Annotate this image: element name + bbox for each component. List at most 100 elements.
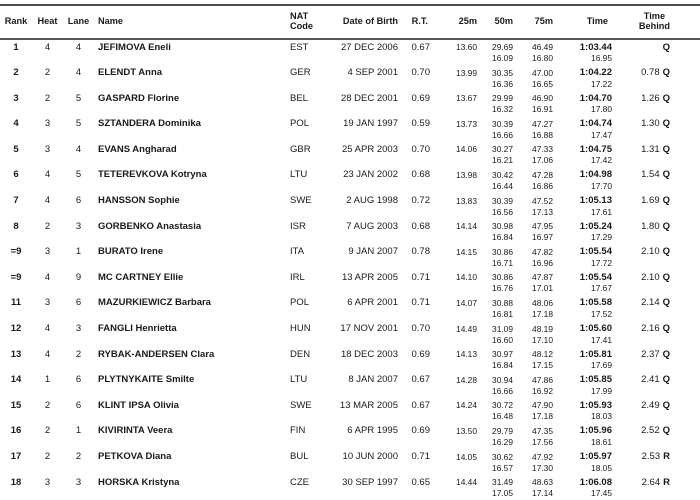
time-behind-value: 2.16 — [641, 323, 660, 335]
time-behind-cell: 2.16 Q — [614, 323, 672, 335]
lane-cell: 4 — [75, 143, 82, 155]
qualification-flag: Q — [662, 92, 670, 104]
table-row: 1 4 4 JEFIMOVA Eneli EST 27 DEC 2006 0.6… — [0, 40, 700, 66]
split-50m-cell: 30.42 — [492, 169, 513, 180]
nat-code-cell: IRL — [290, 271, 305, 283]
row-main-line: 2 2 4 ELENDT Anna GER 4 SEP 2001 0.70 13… — [0, 67, 700, 79]
time-behind-cell: 2.14 Q — [614, 298, 672, 309]
qualification-flag: Q — [662, 374, 670, 386]
table-row: 18 3 3 HORSKA Kristyna CZE 30 SEP 1997 0… — [0, 475, 700, 500]
time-behind-cell: 1.80 Q — [614, 221, 672, 233]
time-behind-cell: 2.41 Q — [614, 374, 672, 386]
qualification-flag: Q — [662, 41, 670, 53]
lap-75m-cell: 16.97 — [532, 232, 553, 243]
time-behind-cell: 0.78 Q — [614, 67, 672, 79]
table-row: =9 3 1 BURATO Irene ITA 9 JAN 2007 0.78 … — [0, 245, 700, 271]
rank-cell: 7 — [13, 195, 19, 207]
lane-cell: 6 — [75, 297, 82, 309]
time-behind-value: 1.26 — [641, 92, 660, 104]
column-header-time: Time — [586, 16, 608, 27]
lap-50m-cell: 16.29 — [492, 436, 513, 447]
reaction-time-cell: 0.72 — [411, 195, 431, 207]
lap-last-cell: 17.72 — [591, 257, 612, 268]
row-lap-splits-line: 16.09 16.80 16.95 — [0, 53, 700, 64]
table-row: 5 3 4 EVANS Angharad GBR 25 APR 2003 0.7… — [0, 142, 700, 168]
lane-cell: 1 — [75, 246, 82, 258]
row-lap-splits-line: 16.29 17.56 18.61 — [0, 436, 700, 447]
row-main-line: 3 2 5 GASPARD Florine BEL 28 DEC 2001 0.… — [0, 92, 700, 105]
column-header-name: Name — [98, 16, 124, 27]
reaction-time-cell: 0.67 — [411, 41, 431, 53]
final-time-cell: 1:05.97 — [579, 451, 612, 462]
final-time-cell: 1:04.70 — [579, 92, 612, 104]
lap-75m-cell: 16.88 — [532, 129, 553, 140]
time-behind-value: 2.10 — [641, 246, 660, 258]
swimmer-name-cell: KIVIRINTA Veera — [98, 425, 173, 437]
lap-75m-cell: 17.13 — [532, 206, 553, 217]
lap-75m-cell: 17.15 — [532, 360, 553, 371]
rank-cell: 2 — [13, 67, 19, 79]
row-lap-splits-line: 17.05 17.14 17.45 — [0, 489, 700, 499]
date-of-birth-cell: 30 SEP 1997 — [342, 476, 398, 488]
split-50m-cell: 30.39 — [492, 195, 513, 206]
lap-50m-cell: 16.09 — [492, 53, 513, 63]
column-header-time-behind: Time Behind — [614, 11, 672, 32]
split-25m-cell: 14.05 — [456, 451, 477, 462]
time-behind-cell: 1.54 Q — [614, 170, 672, 181]
final-time-cell: 1:03.44 — [579, 41, 612, 53]
lap-last-cell: 17.52 — [591, 308, 612, 319]
rank-cell: 12 — [10, 323, 22, 335]
row-main-line: 12 4 3 FANGLI Henrietta HUN 17 NOV 2001 … — [0, 323, 700, 335]
heat-cell: 3 — [44, 297, 51, 309]
reaction-time-cell: 0.68 — [411, 169, 431, 181]
table-row: 6 4 5 TETEREVKOVA Kotryna LTU 23 JAN 200… — [0, 168, 700, 194]
column-header-25m: 25m — [458, 16, 477, 27]
date-of-birth-cell: 17 NOV 2001 — [340, 323, 398, 335]
heat-cell: 2 — [44, 67, 51, 79]
time-behind-value: 1.69 — [641, 195, 660, 207]
lane-cell: 3 — [75, 220, 82, 232]
lap-50m-cell: 16.36 — [492, 78, 513, 89]
heat-cell: 3 — [44, 246, 51, 258]
split-75m-cell: 46.90 — [532, 93, 553, 104]
time-behind-cell: 2.10 Q — [614, 247, 672, 258]
nat-code-line1: NAT — [290, 11, 309, 22]
table-row: 3 2 5 GASPARD Florine BEL 28 DEC 2001 0.… — [0, 91, 700, 117]
lap-last-cell: 18.05 — [591, 462, 612, 473]
reaction-time-cell: 0.71 — [411, 297, 431, 309]
rank-cell: 5 — [13, 143, 19, 155]
lap-75m-cell: 16.65 — [532, 78, 553, 89]
heat-cell: 4 — [44, 271, 51, 283]
lane-cell: 6 — [75, 195, 82, 207]
nat-code-cell: GBR — [290, 143, 311, 155]
split-75m-cell: 47.35 — [532, 425, 553, 436]
row-lap-splits-line: 16.71 16.96 17.72 — [0, 257, 700, 268]
row-main-line: 11 3 6 MAZURKIEWICZ Barbara POL 6 APR 20… — [0, 298, 700, 309]
lap-75m-cell: 17.06 — [532, 155, 553, 166]
heat-cell: 3 — [44, 143, 51, 155]
column-header-50m: 50m — [494, 16, 513, 27]
lap-75m-cell: 17.18 — [532, 411, 553, 422]
qualification-flag: Q — [662, 246, 670, 258]
row-lap-splits-line: 16.66 16.92 17.99 — [0, 386, 700, 396]
time-behind-cell: 2.49 Q — [614, 400, 672, 412]
lap-last-cell: 17.47 — [591, 129, 612, 140]
date-of-birth-cell: 13 MAR 2005 — [339, 399, 398, 411]
final-time-cell: 1:05.60 — [579, 323, 612, 335]
final-time-cell: 1:04.22 — [579, 67, 612, 79]
split-75m-cell: 47.52 — [532, 195, 553, 206]
heat-cell: 2 — [44, 399, 51, 411]
rank-cell: 1 — [13, 41, 19, 53]
row-main-line: 7 4 6 HANSSON Sophie SWE 2 AUG 1998 0.72… — [0, 195, 700, 207]
column-header-75m: 75m — [534, 16, 553, 27]
row-main-line: 8 2 3 GORBENKO Anastasia ISR 7 AUG 2003 … — [0, 220, 700, 233]
row-lap-splits-line: 16.84 17.15 17.69 — [0, 360, 700, 371]
split-25m-cell: 13.98 — [456, 169, 477, 180]
heat-cell: 4 — [44, 41, 51, 53]
row-lap-splits-line: 16.56 17.13 17.61 — [0, 206, 700, 217]
split-25m-cell: 14.07 — [456, 297, 477, 308]
date-of-birth-cell: 25 APR 2003 — [342, 143, 398, 155]
final-time-cell: 1:05.54 — [579, 271, 612, 283]
lap-last-cell: 17.80 — [591, 104, 612, 115]
